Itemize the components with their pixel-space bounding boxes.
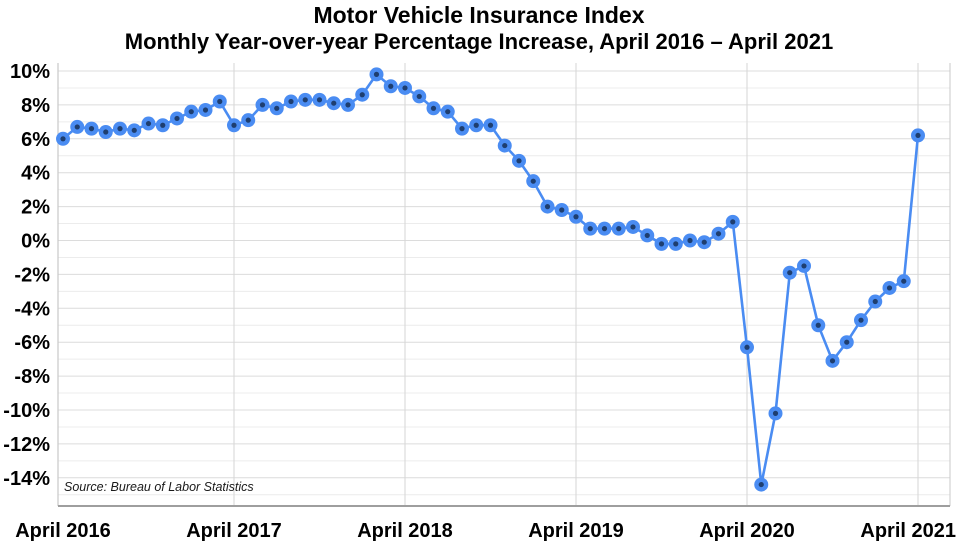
data-point-core [829,358,836,364]
x-axis-labels: April 2016 April 2017 April 2018 April 2019… [15,520,956,542]
data-point-core [217,98,223,105]
data-point-core [259,102,266,108]
data-point-core [88,126,95,132]
data-point-core [886,285,893,291]
data-point-core [673,241,679,247]
data-point-core [573,214,579,220]
data-point-core [758,481,764,488]
data-point-core [302,97,308,103]
data-point-core [345,102,351,108]
data-point-core [316,97,323,103]
data-point-core [188,109,194,115]
data-point-core [74,124,80,130]
data-point-core [730,219,736,225]
data-point-core [288,98,294,105]
data-point-core [915,132,921,139]
data-point-core [487,122,494,128]
y-gridlines [58,70,950,496]
data-point-core [530,178,536,184]
y-tick-label: 10% [10,61,50,83]
data-point-core [388,83,394,89]
y-tick-label: 0% [21,231,50,253]
data-points [56,67,925,492]
data-point-core [701,239,707,245]
chart-subtitle: Monthly Year-over-year Percentage Increa… [124,29,834,54]
data-point-core [274,105,280,111]
data-point-core [473,122,479,128]
y-tick-label: -10% [3,400,50,422]
y-axis-labels: 10% 8% 6% 4% 2% 0% -2% -4% -6% -8% -10% -12% -14% [3,61,50,490]
data-point-core [430,105,437,111]
data-point-core [131,127,137,133]
data-point-core [715,231,722,237]
data-point-core [801,263,807,269]
data-point-core [587,226,593,232]
y-tick-label: 4% [21,163,50,185]
y-tick-label: -8% [14,366,50,388]
data-point-core [331,100,337,106]
x-tick-label: April 2018 [357,520,453,542]
y-tick-label: -6% [14,332,50,354]
data-point-core [373,71,380,77]
data-point-core [815,322,821,328]
y-tick-label: 8% [21,95,50,117]
data-point-core [901,278,907,284]
data-point-core [687,237,693,244]
chart-title: Motor Vehicle Insurance Index [313,2,645,28]
data-point-core [630,224,636,230]
data-point-core [772,410,779,416]
y-tick-label: 2% [21,197,50,219]
data-point-core [872,298,878,305]
data-point-core [544,204,551,210]
data-point-core [160,122,166,128]
y-tick-label: 6% [21,129,50,151]
axes [57,63,951,507]
y-tick-label: -2% [14,264,50,286]
data-point-core [117,126,123,132]
data-point-core [245,117,251,123]
x-tick-label: April 2021 [860,520,956,542]
data-point-core [60,136,66,142]
data-point-core [601,226,608,232]
data-point-core [459,126,465,132]
y-tick-label: -12% [3,434,50,456]
source-note: Source: Bureau of Labor Statistics [64,480,254,494]
data-point-core [516,158,522,164]
x-tick-label: April 2019 [528,520,624,542]
data-point-core [658,241,665,247]
data-point-core [858,317,864,323]
x-tick-label: April 2017 [186,520,282,542]
data-point-core [787,270,793,276]
data-point-core [145,120,152,127]
data-point-core [502,142,508,149]
data-point-core [644,232,650,239]
x-tick-label: April 2016 [15,520,111,542]
data-point-core [402,85,408,91]
data-point-core [231,122,237,128]
x-gridlines [233,63,919,506]
y-tick-label: -14% [3,468,50,490]
x-tick-label: April 2020 [699,520,795,542]
y-tick-label: -4% [14,298,50,320]
data-point-core [844,339,850,345]
data-point-core [559,207,565,213]
data-point-core [744,344,750,350]
data-point-core [416,93,422,100]
data-point-core [202,107,209,113]
data-point-core [174,115,180,122]
data-point-core [359,92,365,98]
data-point-core [616,226,622,232]
data-point-core [445,109,451,115]
data-point-core [103,129,109,135]
chart-header: Motor Vehicle Insurance Index Monthly Ye… [0,2,958,55]
